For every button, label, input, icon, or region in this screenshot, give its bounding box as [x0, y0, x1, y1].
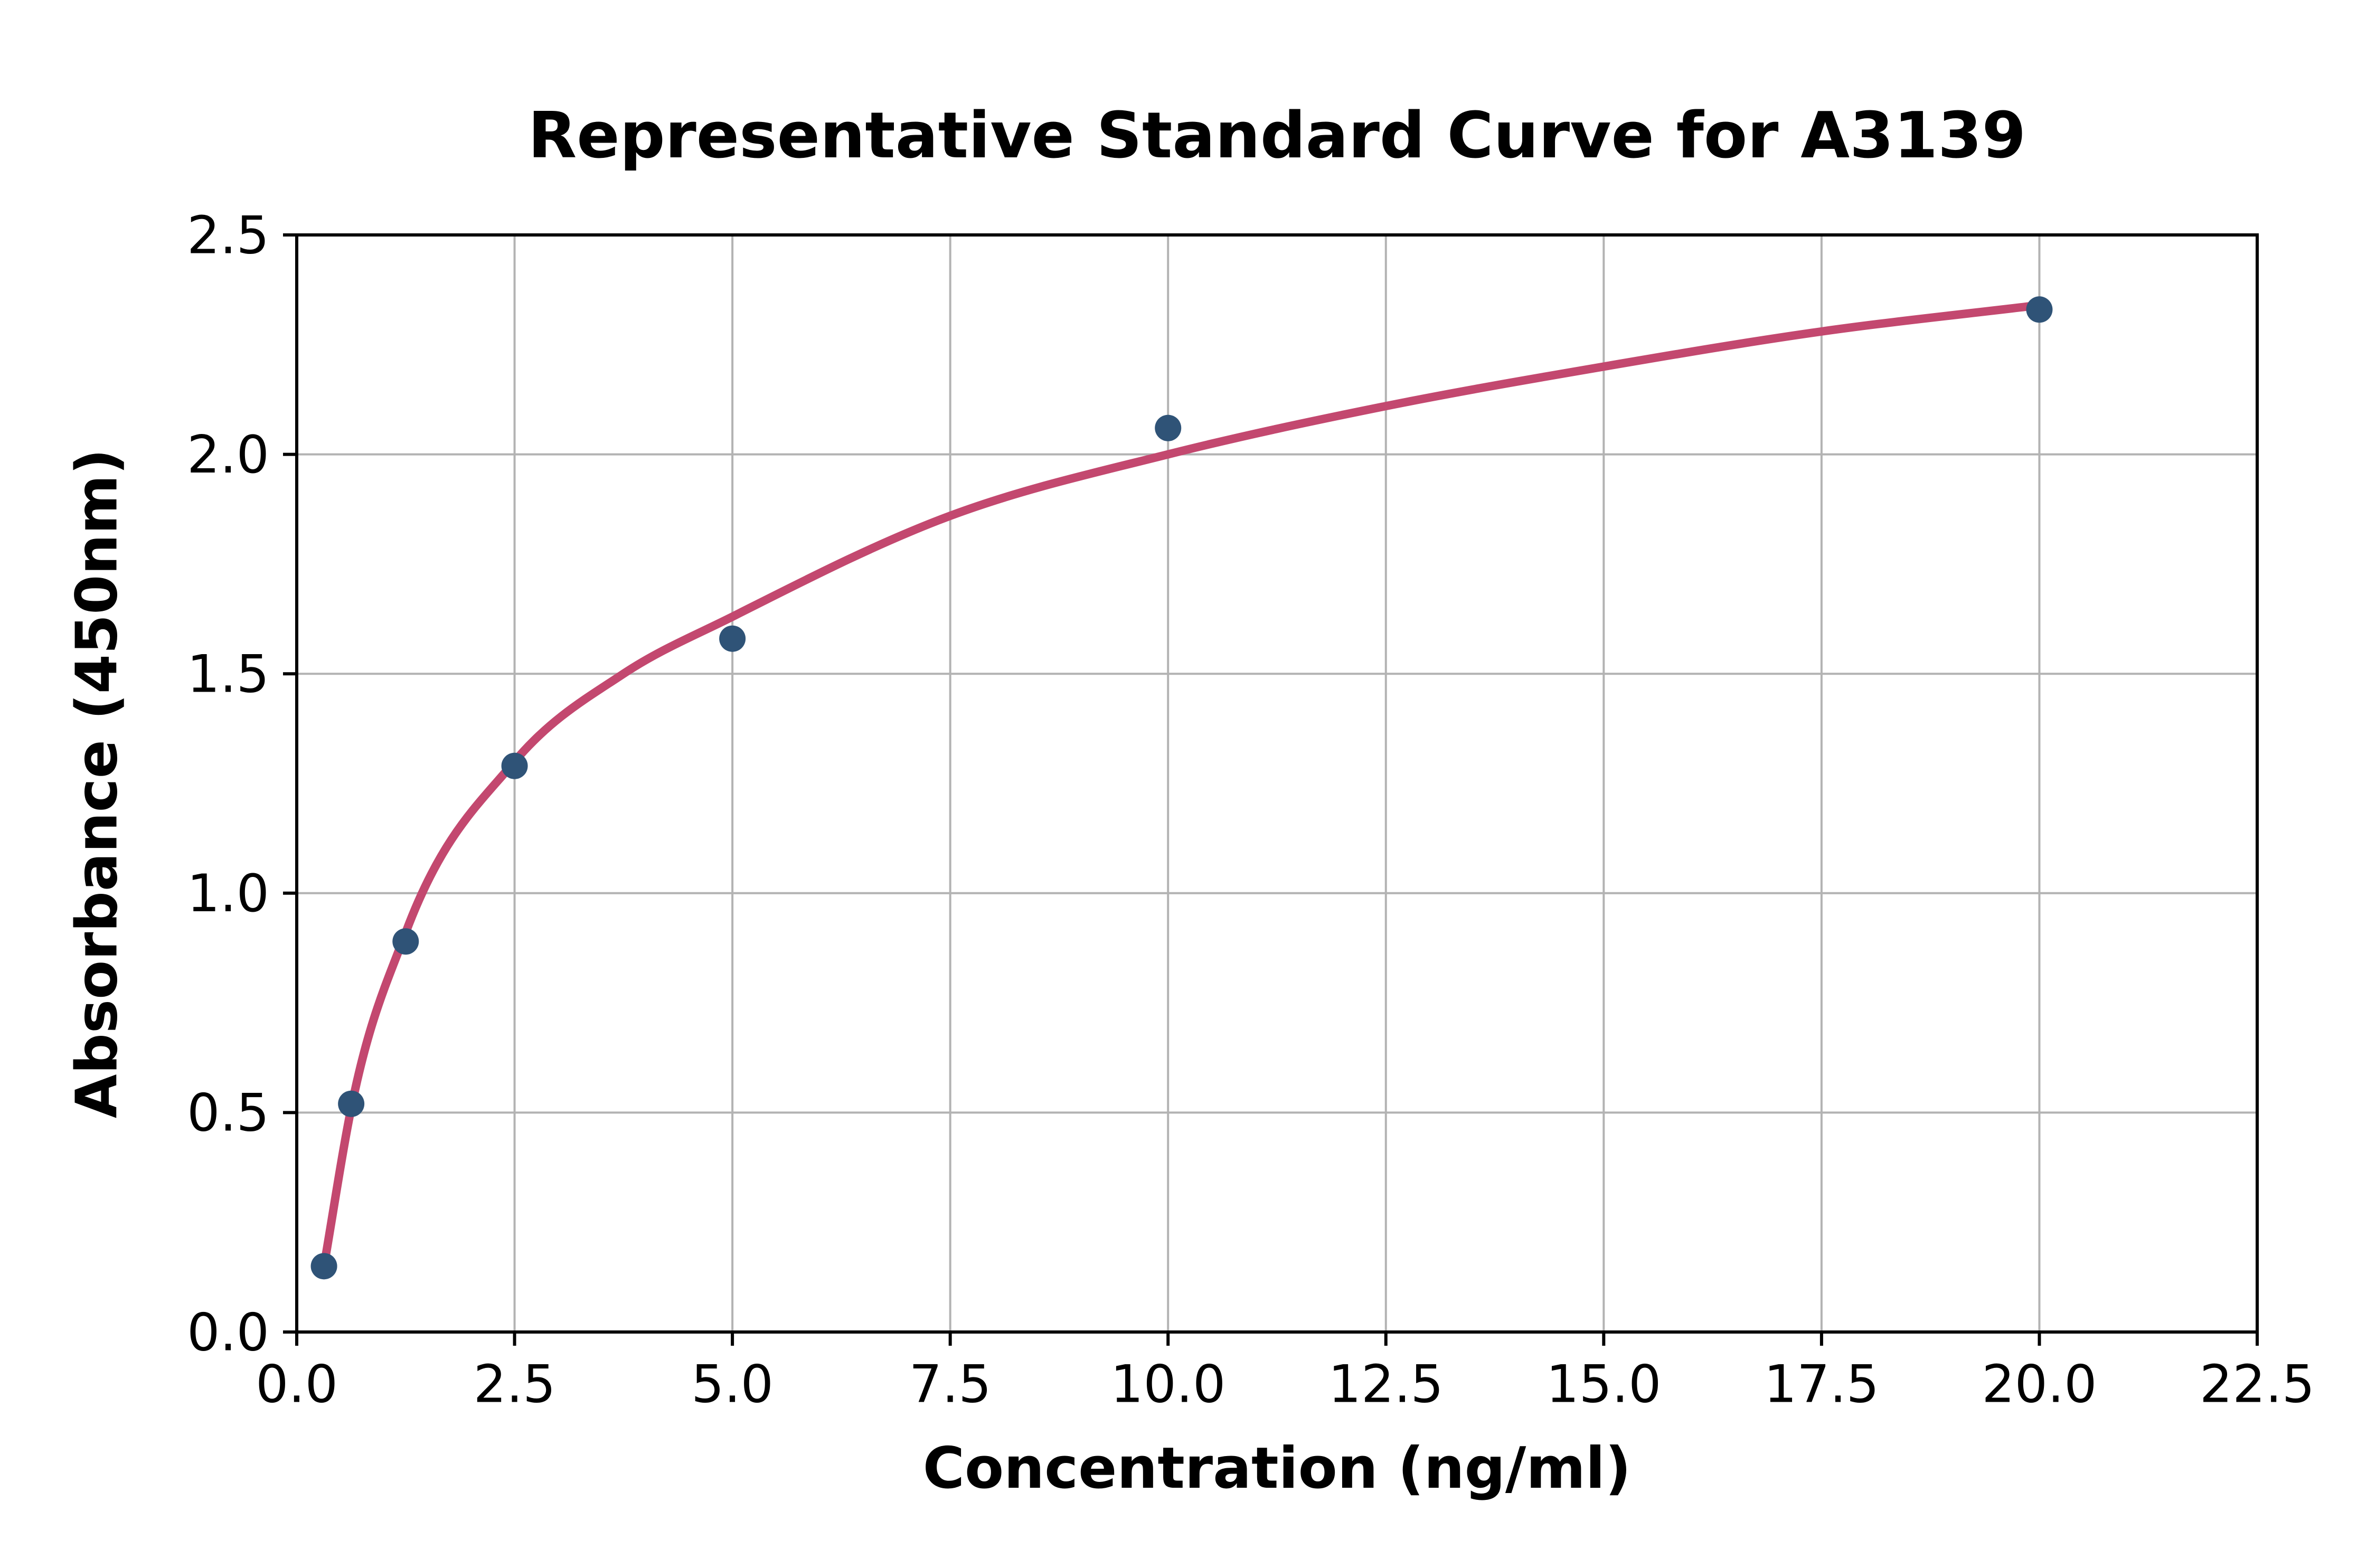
y-tick-label: 2.0 — [187, 425, 269, 485]
x-tick-label: 15.0 — [1546, 1354, 1661, 1414]
data-point — [2026, 296, 2053, 323]
x-tick-label: 2.5 — [474, 1354, 556, 1414]
x-tick-label: 22.5 — [2200, 1354, 2315, 1414]
y-tick-label: 0.5 — [187, 1083, 269, 1144]
x-tick-label: 0.0 — [256, 1354, 338, 1414]
y-axis-label: Absorbance (450nm) — [64, 448, 130, 1119]
data-point — [1155, 414, 1182, 441]
x-tick-label: 20.0 — [1982, 1354, 2097, 1414]
y-tick-label: 1.5 — [187, 645, 269, 705]
x-tick-label: 10.0 — [1110, 1354, 1225, 1414]
x-tick-label: 5.0 — [691, 1354, 774, 1414]
data-point — [719, 625, 746, 652]
x-tick-label: 12.5 — [1328, 1354, 1444, 1414]
x-axis-label: Concentration (ng/ml) — [922, 1435, 1632, 1501]
fitted-curve — [319, 300, 2044, 1271]
data-point — [501, 752, 528, 779]
y-tick-label: 0.0 — [187, 1302, 269, 1363]
data-point — [310, 1253, 337, 1280]
chart-title: Representative Standard Curve for A3139 — [527, 99, 2026, 173]
x-tick-label: 7.5 — [909, 1354, 992, 1414]
y-tick-label: 2.5 — [187, 205, 269, 266]
y-tick-label: 1.0 — [187, 864, 269, 924]
data-point — [392, 928, 419, 955]
plot-box — [295, 233, 2259, 1334]
x-tick-label: 17.5 — [1764, 1354, 1879, 1414]
data-point — [338, 1090, 365, 1117]
